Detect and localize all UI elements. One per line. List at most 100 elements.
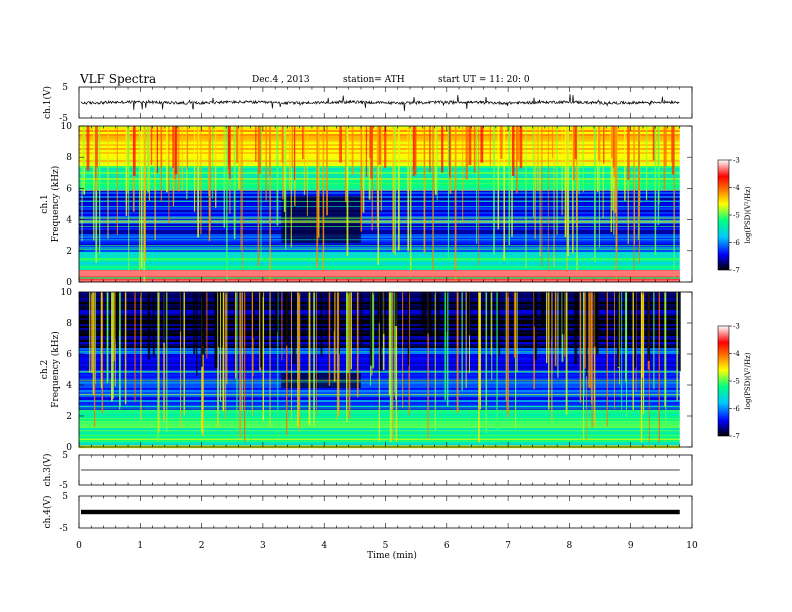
x-tick-label: 8 [567,541,573,551]
colorbar-tick-label: -6 [733,239,740,247]
colorbar-tick-label: -3 [733,157,740,165]
colorbar-tick-label: -5 [733,378,740,386]
colorbar-scale [717,325,730,437]
spectrogram-band [79,176,680,179]
y-tick-label: -5 [59,481,68,491]
spectrogram-band [79,228,680,231]
spectrogram-band [79,226,680,229]
spectrogram-band [79,264,680,267]
colorbar-tick-label: -3 [733,323,740,331]
colorbar-tick-label: -7 [733,433,740,441]
ch1-colorbar: -3 -4 -5 -6 -7 log(PSD)(V²/Hz) [717,157,752,275]
colorbar-tick-label: -4 [733,350,740,358]
spectrogram-band [79,278,680,281]
low-frequency-band [79,442,680,446]
spectrogram-band [79,256,680,259]
spectrogram-band [79,266,680,269]
colorbar-label: log(PSD)(V²/Hz) [744,352,752,409]
waveform-trace [81,509,680,515]
y-axis-label: ch.4(V) [42,496,53,529]
waveform-trace [80,94,680,112]
colorbar-tick-label: -7 [733,267,740,275]
spectrogram-band [79,242,680,245]
ch4-waveform-panel: 5 -5 ch.4(V) [42,492,693,534]
spectrogram-band [79,172,680,175]
channel-label: ch.2 [40,360,50,379]
ch1-waveform-panel: 5 -5 ch.1(V) [42,83,693,124]
spectrogram-band [79,280,680,283]
y-tick-label: 8 [66,319,72,329]
spectrogram-band [79,204,680,207]
spectrogram-band [79,194,680,197]
spectrogram-band [79,250,680,253]
y-tick-label: 8 [66,153,72,163]
header-start-time: start UT = 11: 20: 0 [438,75,530,85]
colorbar-tick-label: -4 [733,184,740,192]
spectrogram-band [79,170,680,173]
spectrogram-band [79,232,680,235]
spectrogram-band [79,236,680,239]
y-tick-label: 10 [61,288,73,298]
spectrogram-band [79,178,680,181]
spectrogram-band [79,262,680,265]
spectrogram-band [79,240,680,243]
spectrogram-band [79,166,680,169]
x-tick-label: 3 [260,541,266,551]
x-tick-label: 6 [444,541,450,551]
y-tick-label: 4 [66,216,72,226]
x-tick-label: 9 [628,541,634,551]
spectrogram-band [79,198,680,201]
y-tick-label: 10 [61,122,73,132]
y-tick-label: 5 [62,492,68,502]
y-tick-label: 0 [66,278,72,288]
spectrogram-band [79,234,680,237]
spectrogram-band [79,206,680,209]
quiet-region [281,196,361,243]
x-tick-label: 1 [137,541,143,551]
spectrogram-band [79,216,680,219]
header-station: station= ATH [343,75,405,85]
spectrogram-band [79,184,680,187]
spectrogram-band [79,224,680,227]
time-axis: 0 1 2 3 4 5 6 7 8 9 10 [76,541,698,551]
colorbar-label: log(PSD)(V²/Hz) [744,186,752,243]
spectrogram-band [79,190,680,193]
x-tick-label: 2 [199,541,205,551]
spectrogram-band [79,230,680,233]
y-tick-label: 4 [66,381,72,391]
spectrogram-band [79,210,680,213]
spectrogram-band [79,252,680,255]
spectrogram-band [79,276,680,279]
y-tick-label: 5 [62,83,68,93]
header-date: Dec.4 , 2013 [252,75,310,85]
y-axis-label: ch.3(V) [42,454,53,487]
y-axis-label: ch.1(V) [42,86,53,119]
y-tick-label: 6 [66,350,72,360]
y-axis-label: Frequency (kHz) [50,331,61,408]
y-tick-label: -5 [59,524,68,534]
spectrogram-band [79,258,680,261]
x-tick-label: 4 [321,541,327,551]
y-axis-label: Frequency (kHz) [50,166,61,243]
spectrogram-band [79,202,680,205]
spectrogram-band [79,268,680,271]
ch1-spectrogram-panel: 0 2 4 6 8 10 Frequency (kHz)ch.1 [40,122,693,288]
spectrogram-band [79,164,680,167]
y-tick-label: 0 [66,443,72,453]
spectrogram-band [79,218,680,221]
x-tick-label: 0 [76,541,82,551]
low-frequency-band [79,270,680,277]
spectrogram-band [79,238,680,241]
ch2-colorbar: -3 -4 -5 -6 -7 log(PSD)(V²/Hz) [717,323,752,441]
y-tick-label: 5 [62,451,68,461]
spectrogram-band [79,180,680,183]
y-tick-label: 2 [66,412,72,422]
x-tick-label: 10 [686,541,698,551]
spectrogram-band [79,192,680,195]
channel-label: ch.1 [40,194,50,213]
x-axis-label: Time (min) [367,550,417,561]
spectrogram-band [79,186,680,189]
colorbar-scale [717,159,730,271]
x-tick-label: 5 [383,541,389,551]
spectrogram-band [79,214,680,217]
